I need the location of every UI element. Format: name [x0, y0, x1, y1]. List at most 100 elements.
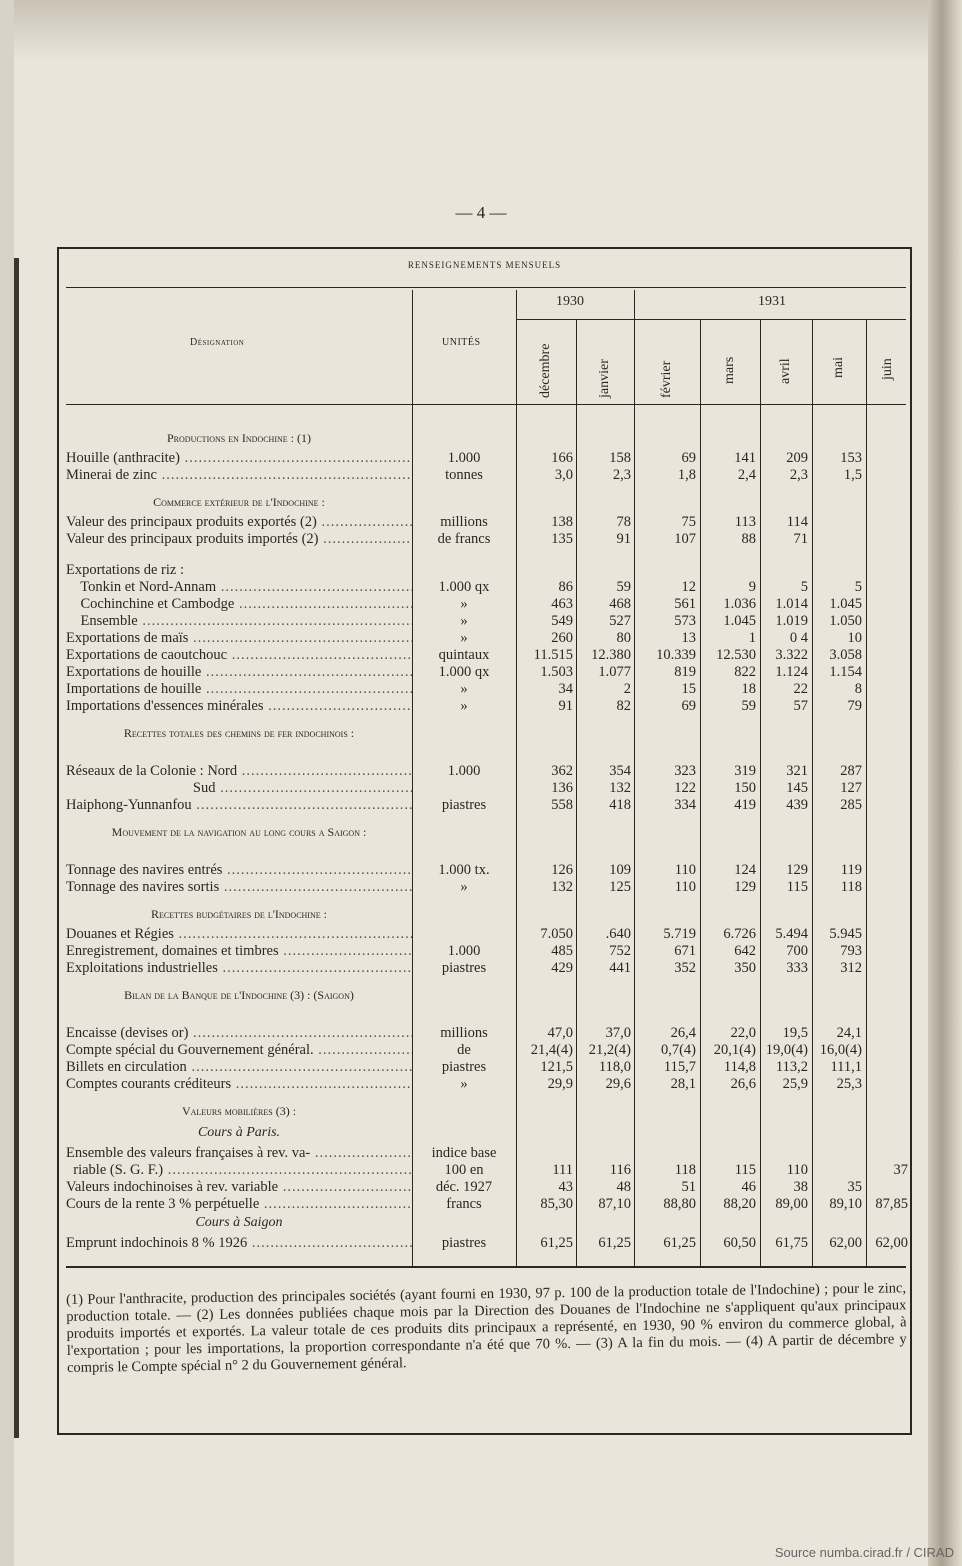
row-label-text: Cochinchine et Cambodge — [66, 596, 235, 612]
cell-janvier: 118,0 — [598, 1059, 631, 1075]
row-unit: » — [460, 1076, 468, 1092]
cell-decembre: 85,30 — [540, 1196, 573, 1212]
table-row: Minerai de zinc ........................… — [66, 467, 916, 484]
month-april: avril — [778, 358, 793, 384]
col-divider — [700, 320, 701, 1266]
cell-avril: 3.322 — [775, 647, 808, 663]
table-row: Sud ....................................… — [66, 780, 916, 797]
cell-janvier: 87,10 — [598, 1196, 631, 1212]
row-label: Valeur des principaux produits importés … — [66, 531, 412, 548]
row-label-text: Valeur des principaux produits exportés … — [66, 514, 317, 530]
cell-mai: 5 — [854, 579, 862, 595]
row-label: Importations de houille ................… — [66, 681, 412, 698]
cell-decembre: 260 — [551, 630, 573, 646]
cell-avril: 115 — [786, 879, 808, 895]
cell-avril: 19,5 — [782, 1025, 808, 1041]
cell-mars: 350 — [734, 960, 756, 976]
dot-leader: ........................................… — [205, 664, 412, 680]
table-row: Tonnage des navires sortis .............… — [66, 879, 916, 896]
row-label: riable (S. G. F.) ......................… — [66, 1162, 412, 1179]
month-january: janvier — [597, 359, 612, 398]
cell-decembre: 138 — [551, 514, 573, 530]
row-label: Tonkin et Nord-Annam ...................… — [66, 579, 412, 596]
cell-mars: 141 — [734, 450, 756, 466]
row-label: Exportations de caoutchouc .............… — [66, 647, 412, 664]
table-row: Exploitations industrielles ............… — [66, 960, 916, 977]
cell-mars: 319 — [734, 763, 756, 779]
cell-mai: 8 — [854, 681, 862, 697]
cell-decembre: 135 — [551, 531, 573, 547]
row-label: Minerai de zinc ........................… — [66, 467, 412, 484]
cell-decembre: 463 — [551, 596, 573, 612]
dot-leader: ........................................… — [321, 514, 413, 530]
row-unit: » — [460, 596, 468, 612]
cell-avril: 333 — [786, 960, 808, 976]
table-row: Ensemble ...............................… — [66, 613, 916, 630]
cell-avril: 61,75 — [775, 1235, 808, 1251]
page-number: — 4 — — [455, 203, 507, 222]
cell-janvier: 418 — [609, 797, 631, 813]
row-label: Cochinchine et Cambodge ................… — [66, 596, 413, 613]
cell-mai: 1.050 — [829, 613, 862, 629]
cell-janvier: 2,3 — [612, 467, 631, 483]
month-may: mai — [831, 357, 846, 378]
month-december: décembre — [538, 343, 553, 398]
row-label-text: Sud — [66, 780, 216, 796]
cell-mai: 118 — [840, 879, 862, 895]
cell-mars: 129 — [734, 879, 756, 895]
row-label-text: Exportations de houille — [66, 664, 202, 680]
row-label-text: Houille (anthracite) — [66, 450, 180, 466]
col-divider — [866, 320, 867, 1266]
cell-mai: 89,10 — [829, 1196, 862, 1212]
cell-decembre: 136 — [551, 780, 573, 796]
row-label: Compte spécial du Gouvernement général. … — [66, 1042, 412, 1059]
cell-fevrier: 323 — [674, 763, 696, 779]
row-unit: 1.000 qx — [438, 664, 490, 680]
cell-avril: 145 — [786, 780, 808, 796]
row-unit: 1.000 — [447, 450, 481, 466]
cell-mars: 20,1(4) — [713, 1042, 756, 1058]
month-march: mars — [722, 356, 737, 384]
row-label-text: Exportations de maïs — [66, 630, 189, 646]
dot-leader: ........................................… — [235, 1076, 412, 1092]
row-unit: piastres — [441, 1235, 487, 1251]
dot-leader: ........................................… — [282, 1179, 412, 1195]
cell-mars: 1.045 — [723, 613, 756, 629]
row-unit: 1.000 tx. — [438, 862, 490, 878]
row-label-text: Tonnage des navires entrés — [66, 862, 223, 878]
dot-leader: ........................................… — [241, 763, 412, 779]
cell-decembre: 121,5 — [540, 1059, 573, 1075]
cell-fevrier: 13 — [681, 630, 697, 646]
cell-fevrier: 110 — [674, 879, 696, 895]
row-unit: 1.000 — [447, 943, 481, 959]
cell-decembre: 61,25 — [540, 1235, 573, 1251]
cell-decembre: 1.503 — [540, 664, 573, 680]
cell-mars: 59 — [741, 698, 757, 714]
cell-avril: 19,0(4) — [765, 1042, 808, 1058]
col-divider — [412, 290, 413, 1266]
cell-janvier: 48 — [616, 1179, 632, 1195]
cell-janvier: 158 — [609, 450, 631, 466]
cell-fevrier: 0,7(4) — [660, 1042, 696, 1058]
cell-mai: 5.945 — [829, 926, 862, 942]
section-heading: Recettes totales des chemins de fer indo… — [123, 726, 355, 740]
cell-fevrier: 122 — [674, 780, 696, 796]
cell-avril: 321 — [786, 763, 808, 779]
row-label: Réseaux de la Colonie : Nord ...........… — [66, 763, 412, 780]
cell-avril: 0 4 — [789, 630, 808, 646]
dot-leader: ........................................… — [220, 579, 412, 595]
cell-mai: 1.154 — [829, 664, 862, 680]
cell-mai: 35 — [847, 1179, 863, 1195]
cell-juin: 37 — [893, 1162, 909, 1178]
col-divider — [516, 290, 517, 1266]
dot-leader: ........................................… — [314, 1145, 412, 1161]
cell-mars: 419 — [734, 797, 756, 813]
cell-janvier: 82 — [616, 698, 632, 714]
cell-janvier: 441 — [609, 960, 631, 976]
row-label-text: Ensemble — [66, 613, 138, 629]
row-unit: tonnes — [445, 467, 483, 483]
cell-janvier: 59 — [616, 579, 632, 595]
row-unit: francs — [446, 1196, 482, 1212]
cell-avril: 57 — [793, 698, 809, 714]
cell-mars: 88,20 — [723, 1196, 756, 1212]
